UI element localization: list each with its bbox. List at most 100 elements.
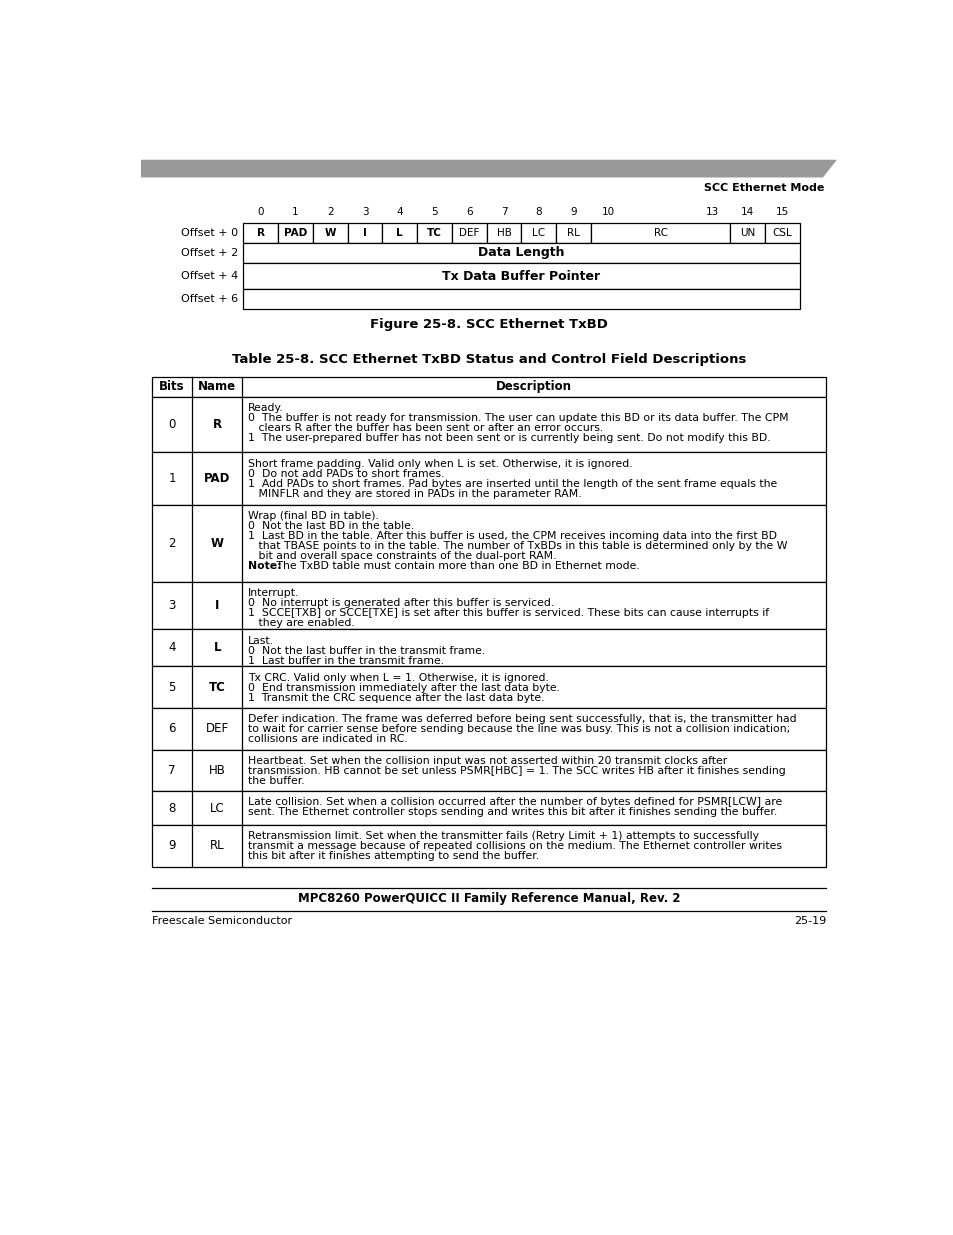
Bar — [152, 630, 825, 667]
Text: Name: Name — [198, 380, 236, 394]
Bar — [452, 222, 486, 243]
Text: UN: UN — [740, 228, 755, 238]
Bar — [152, 377, 825, 396]
Bar — [152, 708, 825, 750]
Text: 1: 1 — [168, 472, 175, 485]
Text: Description: Description — [496, 380, 572, 394]
Bar — [152, 452, 825, 505]
Bar — [152, 825, 825, 867]
Text: 1  Last BD in the table. After this buffer is used, the CPM receives incoming da: 1 Last BD in the table. After this buffe… — [248, 531, 776, 541]
Bar — [591, 222, 729, 243]
Text: LC: LC — [210, 802, 224, 815]
Bar — [152, 792, 825, 825]
Bar — [486, 222, 521, 243]
Text: Ready.: Ready. — [248, 403, 283, 412]
Text: that TBASE points to in the table. The number of TxBDs in this table is determin: that TBASE points to in the table. The n… — [248, 541, 786, 551]
Text: 2: 2 — [327, 207, 334, 217]
Bar — [152, 667, 825, 708]
Text: 8: 8 — [535, 207, 541, 217]
Text: transmission. HB cannot be set unless PSMR[HBC] = 1. The SCC writes HB after it : transmission. HB cannot be set unless PS… — [248, 766, 785, 776]
Text: Note:: Note: — [248, 561, 281, 571]
Text: 3: 3 — [168, 599, 175, 613]
Text: 4: 4 — [168, 641, 175, 655]
Bar — [243, 289, 799, 309]
Bar — [764, 222, 799, 243]
Text: clears R after the buffer has been sent or after an error occurs.: clears R after the buffer has been sent … — [248, 424, 602, 433]
Text: 15: 15 — [775, 207, 788, 217]
Text: 4: 4 — [396, 207, 402, 217]
Text: 6: 6 — [465, 207, 472, 217]
Text: transmit a message because of repeated collisions on the medium. The Ethernet co: transmit a message because of repeated c… — [248, 841, 781, 851]
Text: RL: RL — [567, 228, 579, 238]
Text: 7: 7 — [168, 764, 175, 777]
Text: Offset + 4: Offset + 4 — [181, 270, 238, 282]
Text: 0: 0 — [257, 207, 264, 217]
Text: W: W — [324, 228, 335, 238]
Text: 0  End transmission immediately after the last data byte.: 0 End transmission immediately after the… — [248, 683, 559, 693]
Text: Late collision. Set when a collision occurred after the number of bytes defined : Late collision. Set when a collision occ… — [248, 798, 781, 808]
Text: 2: 2 — [168, 537, 175, 550]
Text: Tx Data Buffer Pointer: Tx Data Buffer Pointer — [442, 269, 599, 283]
Bar — [347, 222, 382, 243]
Text: HB: HB — [209, 764, 226, 777]
Text: RL: RL — [210, 840, 224, 852]
Text: 9: 9 — [168, 840, 175, 852]
Bar — [382, 222, 416, 243]
Text: Offset + 2: Offset + 2 — [181, 248, 238, 258]
Bar — [521, 222, 556, 243]
Text: 8: 8 — [168, 802, 175, 815]
Text: this bit after it finishes attempting to send the buffer.: this bit after it finishes attempting to… — [248, 851, 538, 861]
Text: 0  Do not add PADs to short frames.: 0 Do not add PADs to short frames. — [248, 468, 444, 478]
Bar — [152, 750, 825, 792]
Text: 1  Add PADs to short frames. Pad bytes are inserted until the length of the sent: 1 Add PADs to short frames. Pad bytes ar… — [248, 478, 777, 489]
Text: 0  Not the last BD in the table.: 0 Not the last BD in the table. — [248, 521, 414, 531]
Text: Figure 25-8. SCC Ethernet TxBD: Figure 25-8. SCC Ethernet TxBD — [370, 319, 607, 331]
Text: R: R — [213, 419, 222, 431]
Text: PAD: PAD — [204, 472, 231, 485]
Text: collisions are indicated in RC.: collisions are indicated in RC. — [248, 734, 407, 745]
Bar — [152, 582, 825, 630]
Text: 3: 3 — [361, 207, 368, 217]
Text: 1  Transmit the CRC sequence after the last data byte.: 1 Transmit the CRC sequence after the la… — [248, 693, 544, 703]
Text: sent. The Ethernet controller stops sending and writes this bit after it finishe: sent. The Ethernet controller stops send… — [248, 808, 777, 818]
Text: 5: 5 — [168, 680, 175, 694]
Text: Freescale Semiconductor: Freescale Semiconductor — [152, 916, 292, 926]
Text: L: L — [396, 228, 402, 238]
Text: 14: 14 — [740, 207, 754, 217]
Bar — [277, 222, 313, 243]
Text: 5: 5 — [431, 207, 437, 217]
Text: the buffer.: the buffer. — [248, 776, 304, 785]
Text: Interrupt.: Interrupt. — [248, 588, 299, 598]
Polygon shape — [141, 159, 836, 178]
Text: they are enabled.: they are enabled. — [248, 618, 355, 627]
Text: Short frame padding. Valid only when L is set. Otherwise, it is ignored.: Short frame padding. Valid only when L i… — [248, 458, 632, 468]
Text: 1: 1 — [292, 207, 298, 217]
Text: 10: 10 — [601, 207, 615, 217]
Text: Retransmission limit. Set when the transmitter fails (Retry Limit + 1) attempts : Retransmission limit. Set when the trans… — [248, 831, 758, 841]
Text: Wrap (final BD in table).: Wrap (final BD in table). — [248, 511, 378, 521]
Text: MINFLR and they are stored in PADs in the parameter RAM.: MINFLR and they are stored in PADs in th… — [248, 489, 581, 499]
Text: 0  Not the last buffer in the transmit frame.: 0 Not the last buffer in the transmit fr… — [248, 646, 485, 656]
Text: LC: LC — [532, 228, 545, 238]
Text: 0: 0 — [168, 419, 175, 431]
Text: TC: TC — [209, 680, 226, 694]
Bar — [243, 263, 799, 289]
Text: 25-19: 25-19 — [793, 916, 825, 926]
Text: 0  The buffer is not ready for transmission. The user can update this BD or its : 0 The buffer is not ready for transmissi… — [248, 412, 788, 424]
Text: CSL: CSL — [772, 228, 791, 238]
Text: Bits: Bits — [159, 380, 185, 394]
Text: W: W — [211, 537, 224, 550]
Bar — [152, 505, 825, 582]
Text: Defer indication. The frame was deferred before being sent successfully, that is: Defer indication. The frame was deferred… — [248, 714, 796, 724]
Text: HB: HB — [497, 228, 511, 238]
Text: Table 25-8. SCC Ethernet TxBD Status and Control Field Descriptions: Table 25-8. SCC Ethernet TxBD Status and… — [232, 353, 745, 367]
Text: 1  Last buffer in the transmit frame.: 1 Last buffer in the transmit frame. — [248, 656, 443, 666]
Text: I: I — [363, 228, 367, 238]
Text: SCC Ethernet Mode: SCC Ethernet Mode — [703, 183, 823, 193]
Bar — [416, 222, 452, 243]
Text: Last.: Last. — [248, 636, 274, 646]
Text: Offset + 6: Offset + 6 — [181, 294, 238, 304]
Bar — [243, 222, 277, 243]
Text: 0  No interrupt is generated after this buffer is serviced.: 0 No interrupt is generated after this b… — [248, 598, 554, 608]
Text: Data Length: Data Length — [477, 247, 564, 259]
